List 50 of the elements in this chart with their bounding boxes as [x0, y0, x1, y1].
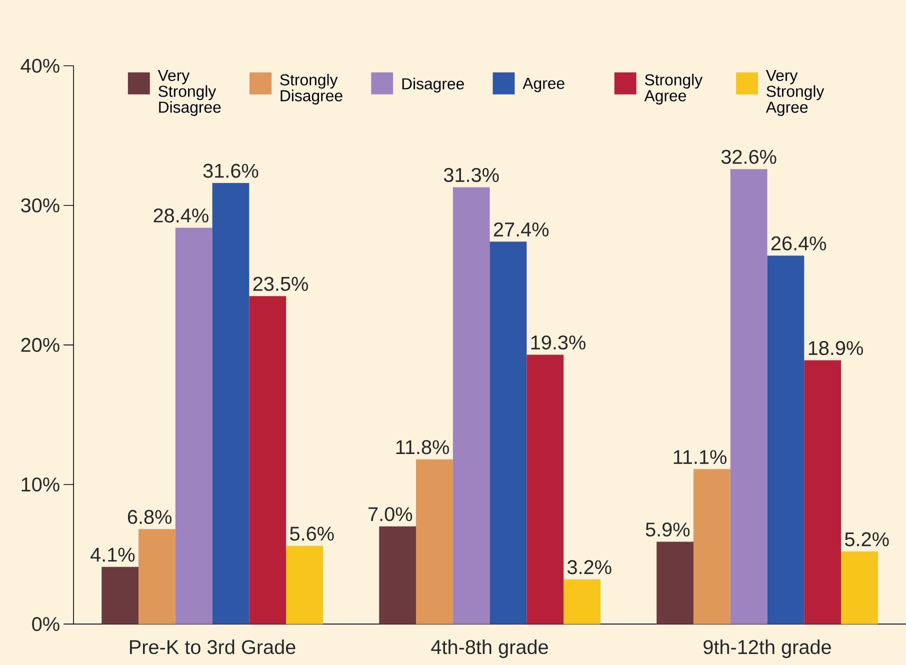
- bar: [138, 529, 176, 624]
- legend-label: Strongly Disagree: [280, 74, 342, 105]
- bar: [841, 552, 878, 624]
- data-label: 27.4%: [494, 222, 549, 236]
- legend-label: Very Strongly Disagree: [158, 70, 221, 116]
- data-label: 4.1%: [90, 548, 135, 562]
- data-label: 31.3%: [444, 168, 499, 182]
- data-label: 26.4%: [771, 236, 826, 250]
- data-label: 31.6%: [203, 164, 258, 178]
- data-label: 5.6%: [290, 526, 334, 541]
- bar: [804, 360, 842, 624]
- data-label: 3.2%: [568, 560, 612, 574]
- bar: [175, 228, 212, 624]
- y-tick-label: 20%: [21, 338, 60, 352]
- bar: [656, 542, 694, 624]
- y-tick-label: 0%: [32, 617, 60, 632]
- x-tick-label: 4th-8th grade: [431, 640, 548, 658]
- bar: [767, 256, 804, 624]
- x-tick-label: 9th-12th grade: [704, 640, 831, 658]
- bar: [249, 296, 286, 624]
- bar: [379, 526, 416, 624]
- bar: [693, 469, 730, 624]
- bar: [286, 546, 323, 624]
- data-label: 32.6%: [721, 150, 776, 164]
- bar: [564, 579, 600, 624]
- data-label: 5.2%: [845, 532, 889, 546]
- y-tick-label: 30%: [21, 198, 60, 212]
- bar: [730, 169, 768, 624]
- data-label: 18.9%: [808, 341, 863, 356]
- bar: [416, 459, 453, 624]
- bar: [102, 566, 139, 624]
- legend-label: Disagree: [402, 78, 464, 93]
- bar: [452, 187, 490, 624]
- bar: [526, 354, 564, 624]
- data-label: 5.9%: [646, 522, 690, 537]
- data-label: 6.8%: [128, 510, 172, 524]
- y-tick-label: 40%: [20, 58, 60, 73]
- y-tick-label: 10%: [22, 477, 60, 492]
- bar: [212, 183, 250, 624]
- data-label: 19.3%: [531, 335, 586, 350]
- bar: [490, 242, 527, 624]
- data-label: 28.4%: [154, 208, 208, 223]
- x-tick-label: Pre-K to 3rd Grade: [130, 640, 296, 654]
- legend-label: Agree: [522, 78, 564, 92]
- data-label: 7.0%: [368, 507, 412, 522]
- data-label: 11.1%: [674, 450, 726, 464]
- data-label: 11.8%: [396, 440, 449, 454]
- legend-label: Strongly Agree: [644, 74, 703, 105]
- data-label: 23.5%: [253, 276, 308, 291]
- legend-label: Very Strongly Agree: [766, 70, 824, 116]
